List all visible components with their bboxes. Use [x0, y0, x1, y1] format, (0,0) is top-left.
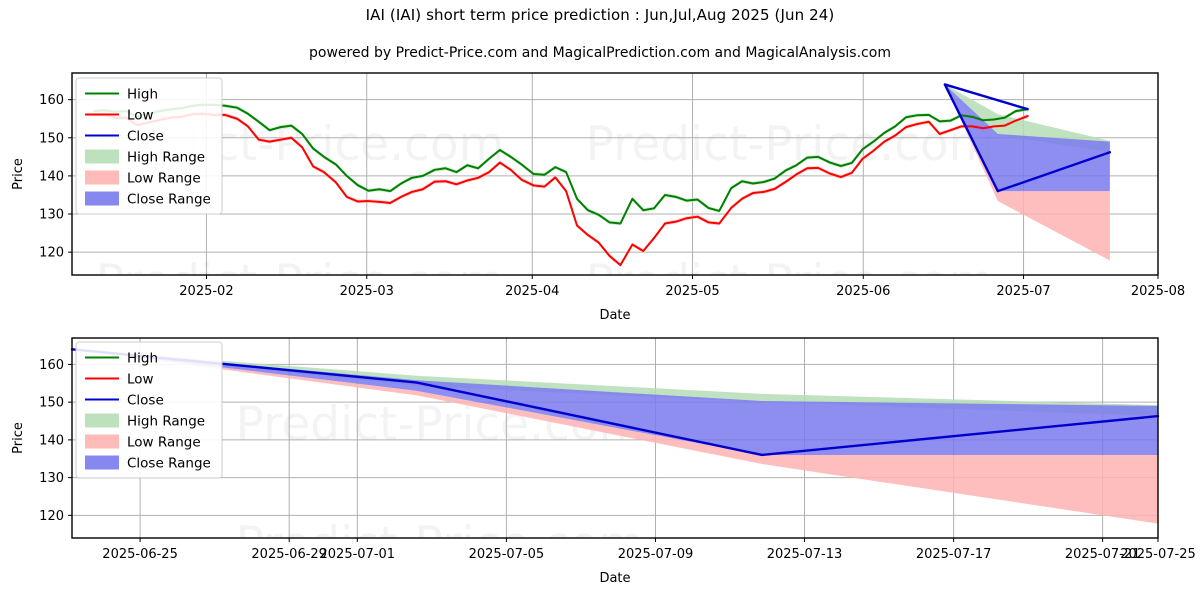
x-tick-label: 2025-03 — [340, 284, 394, 299]
watermark-text: Predict-Price.com — [586, 255, 995, 310]
low-range-band — [944, 84, 1110, 261]
x-tick-label: 2025-07-05 — [469, 547, 545, 562]
y-tick-label: 130 — [39, 208, 64, 223]
legend-label: Close Range — [127, 191, 211, 207]
watermark-text: Predict-Price.com — [586, 117, 995, 172]
top-chart-svg: Predict-Price.com Predict-Price.com Predic… — [11, 72, 1185, 320]
page-subtitle: powered by Predict-Price.com and Magical… — [309, 45, 891, 61]
legend-patch-swatch — [85, 191, 119, 206]
legend-label: Close — [127, 128, 164, 144]
x-tick-label: 2025-07-21 — [1065, 547, 1141, 562]
y-tick-label: 150 — [39, 131, 64, 146]
legend-label: High — [127, 86, 158, 102]
legend-label: Close Range — [127, 455, 211, 471]
x-axis-label: Date — [599, 571, 630, 586]
legend-label: Low — [127, 371, 154, 387]
x-tick-label: 2025-06 — [836, 284, 890, 299]
low-line — [92, 112, 1029, 267]
legend-item[interactable]: Close — [85, 392, 164, 408]
legend-item[interactable]: Low Range — [85, 170, 201, 186]
y-tick-label: 150 — [39, 396, 64, 411]
watermark: Predict-Price.comPredict-Price.com — [236, 397, 645, 572]
legend-item[interactable]: Close Range — [85, 455, 211, 471]
legend-patch-swatch — [85, 149, 119, 164]
legend-item[interactable]: Close — [85, 128, 164, 144]
y-tick-label: 130 — [39, 471, 64, 486]
legend: High Low Close High Range Low Range Close Ran… — [75, 341, 223, 479]
x-tick-label: 2025-07-01 — [320, 547, 396, 562]
legend-label: High Range — [127, 413, 205, 429]
x-tick-label: 2025-07-09 — [618, 547, 694, 562]
x-tick-label: 2025-07 — [996, 284, 1050, 299]
bottom-chart-svg: Predict-Price.comPredict-Price.com 120 130… — [11, 337, 1196, 586]
legend-item[interactable]: High — [85, 86, 158, 102]
y-tick-label: 160 — [39, 93, 64, 108]
legend-item[interactable]: Low — [85, 107, 154, 123]
legend-item[interactable]: High Range — [85, 149, 205, 165]
y-tick-label: 160 — [39, 358, 64, 373]
legend-label: Low Range — [127, 170, 201, 186]
legend-patch-swatch — [85, 170, 119, 185]
history-high-range-band — [93, 102, 1028, 226]
legend-item[interactable]: Low Range — [85, 434, 201, 450]
x-tick-label: 2025-02 — [179, 284, 233, 299]
x-tick-label: 2025-04 — [505, 284, 559, 299]
legend-item[interactable]: Low — [85, 371, 154, 387]
watermark: Predict-Price.com Predict-Price.com Predic… — [96, 117, 995, 310]
y-tick-label: 120 — [39, 246, 64, 261]
plot-frame — [71, 72, 1159, 276]
page-title: IAI (IAI) short term price prediction : … — [365, 6, 835, 24]
legend-label: High — [127, 350, 158, 366]
x-axis-label: Date — [599, 308, 630, 320]
legend-patch-swatch — [85, 413, 119, 428]
legend-label: Close — [127, 392, 164, 408]
legend-label: Low Range — [127, 434, 201, 450]
close-range-band — [944, 84, 1110, 192]
legend: High Low Close High Range Low Range Close Ran… — [75, 77, 223, 215]
x-tick-label: 2025-07-25 — [1120, 547, 1196, 562]
plot-frame — [71, 337, 1159, 539]
close-line — [943, 83, 1112, 193]
high-range-band — [72, 349, 1158, 417]
watermark-text: Predict-Price.com — [96, 255, 505, 310]
low-range-band — [72, 349, 1158, 524]
x-tick-label: 2025-08 — [1131, 284, 1185, 299]
top-chart: Predict-Price.com Predict-Price.com Predic… — [11, 72, 1185, 320]
bottom-chart: Predict-Price.comPredict-Price.com 120 130… — [0, 320, 1200, 600]
legend-label: High Range — [127, 149, 205, 165]
legend-item[interactable]: High Range — [85, 413, 205, 429]
close-line — [70, 348, 1160, 457]
legend-patch-swatch — [85, 434, 119, 449]
legend-patch-swatch — [85, 455, 119, 470]
legend-label: Low — [127, 107, 154, 123]
y-tick-label: 120 — [39, 509, 64, 524]
x-tick-label: 2025-07-17 — [916, 547, 992, 562]
y-tick-label: 140 — [39, 433, 64, 448]
watermark-text: Predict-Price.com — [236, 517, 645, 572]
legend-item[interactable]: High — [85, 350, 158, 366]
y-axis-label: Price — [11, 158, 26, 190]
x-tick-label: 2025-05 — [665, 284, 719, 299]
y-axis-label: Price — [11, 422, 26, 454]
x-tick-label: 2025-06-25 — [102, 547, 178, 562]
high-range-band — [944, 84, 1110, 153]
x-tick-label: 2025-06-29 — [251, 547, 327, 562]
legend-item[interactable]: Close Range — [85, 191, 211, 207]
high-line — [92, 103, 1029, 225]
x-tick-label: 2025-07-13 — [767, 547, 843, 562]
y-tick-label: 140 — [39, 169, 64, 184]
